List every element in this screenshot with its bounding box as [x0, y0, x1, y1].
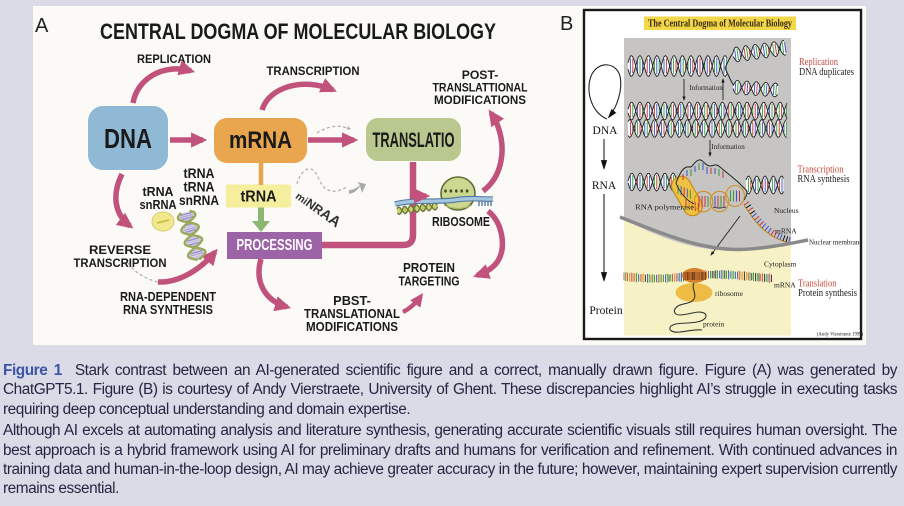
- svg-text:TARGETING: TARGETING: [399, 274, 460, 289]
- svg-text:REVERSE: REVERSE: [89, 243, 151, 257]
- svg-text:RNA-DEPENDENT: RNA-DEPENDENT: [120, 289, 216, 304]
- svg-text:TRANSCRIPTION: TRANSCRIPTION: [267, 64, 360, 78]
- svg-text:tRNA: tRNA: [143, 184, 175, 199]
- svg-text:B: B: [560, 13, 573, 35]
- svg-text:A: A: [35, 15, 49, 37]
- svg-text:Cytoplasm: Cytoplasm: [764, 260, 797, 269]
- svg-text:The Central Dogma of Molecular: The Central Dogma of Molecular Biology: [648, 19, 792, 30]
- svg-text:tRNA: tRNA: [184, 180, 215, 195]
- svg-text:TRANSCRIPTION: TRANSCRIPTION: [74, 256, 167, 270]
- svg-text:DNA: DNA: [104, 123, 152, 154]
- svg-text:TRANSLATIO: TRANSLATIO: [373, 129, 455, 152]
- svg-text:Replication: Replication: [799, 57, 838, 68]
- svg-text:POST-: POST-: [462, 68, 499, 82]
- svg-text:DNA: DNA: [593, 125, 619, 137]
- svg-text:MODIFICATIONS: MODIFICATIONS: [306, 319, 398, 334]
- svg-text:mRNA: mRNA: [774, 281, 796, 290]
- svg-text:PBST-: PBST-: [333, 293, 371, 308]
- svg-text:snRNA: snRNA: [179, 193, 219, 208]
- svg-text:Nuclear membrane: Nuclear membrane: [809, 239, 862, 247]
- svg-text:RIBOSOME: RIBOSOME: [432, 214, 490, 229]
- svg-text:protein: protein: [703, 320, 724, 329]
- svg-text:REPLICATION: REPLICATION: [137, 52, 211, 66]
- svg-text:mRNA: mRNA: [229, 127, 292, 154]
- svg-text:mRNA: mRNA: [775, 227, 797, 236]
- svg-text:RNA synthesis: RNA synthesis: [798, 174, 850, 185]
- svg-text:RNA SYNTHESIS: RNA SYNTHESIS: [123, 302, 213, 317]
- svg-text:ribosome: ribosome: [715, 289, 744, 298]
- svg-text:Information: Information: [689, 84, 723, 92]
- svg-text:Protein synthesis: Protein synthesis: [798, 288, 857, 299]
- svg-text:PROTEIN: PROTEIN: [403, 260, 455, 275]
- svg-text:MODIFICATIONS: MODIFICATIONS: [434, 93, 526, 107]
- svg-text:miNRAA: miNRAA: [292, 187, 344, 231]
- svg-text:tRNA: tRNA: [184, 166, 215, 181]
- svg-text:RNA polymerase: RNA polymerase: [635, 203, 695, 212]
- svg-text:snRNA: snRNA: [140, 197, 178, 212]
- svg-text:TRANSLATIONAL: TRANSLATIONAL: [304, 306, 400, 321]
- svg-text:tRNA: tRNA: [241, 189, 277, 206]
- svg-text:PROCESSING: PROCESSING: [237, 237, 313, 254]
- svg-text:Nucleus: Nucleus: [774, 206, 799, 215]
- svg-text:Information: Information: [711, 143, 745, 151]
- svg-text:CENTRAL DOGMA OF MOLECULAR BIO: CENTRAL DOGMA OF MOLECULAR BIOLOGY: [100, 19, 496, 44]
- svg-text:Translation: Translation: [798, 279, 837, 290]
- svg-text:Protein: Protein: [589, 305, 622, 317]
- svg-text:(Andy Vierstraete 1999): (Andy Vierstraete 1999): [817, 333, 864, 338]
- svg-text:Transcription: Transcription: [798, 165, 844, 176]
- svg-text:RNA: RNA: [592, 180, 617, 192]
- svg-text:DNA duplicates: DNA duplicates: [799, 67, 854, 78]
- svg-text:TRANSLATTIONAL: TRANSLATTIONAL: [433, 81, 528, 95]
